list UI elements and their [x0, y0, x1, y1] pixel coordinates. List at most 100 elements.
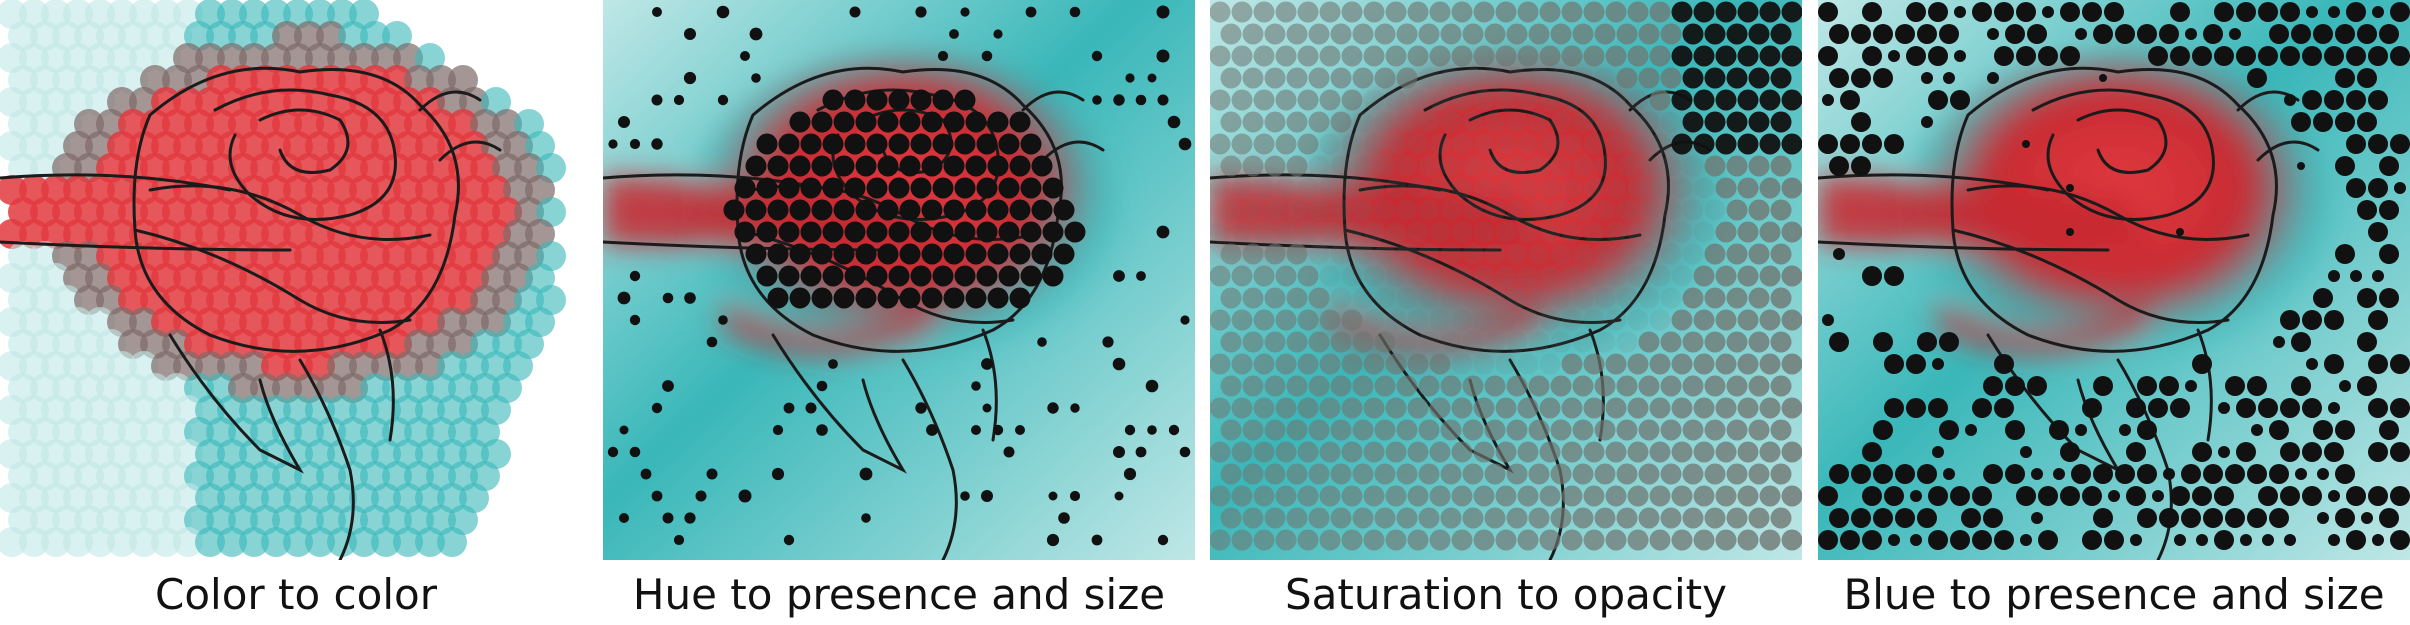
dot [2005, 24, 2025, 44]
dot [987, 287, 1009, 309]
dot [1495, 89, 1517, 111]
dot [718, 315, 728, 325]
dot [1704, 111, 1726, 133]
dot [822, 221, 844, 243]
dot [2236, 398, 2256, 418]
dot [1682, 375, 1704, 397]
dot [1910, 534, 1922, 546]
dot [2346, 134, 2366, 154]
dot [2119, 424, 2131, 436]
dot [1660, 243, 1682, 265]
dot [1374, 155, 1396, 177]
dot [1594, 155, 1616, 177]
dot [932, 177, 954, 199]
dot [1539, 1, 1561, 23]
dot [1605, 1, 1627, 23]
dot [2324, 90, 2344, 110]
dot [1954, 6, 1966, 18]
dot [1737, 221, 1759, 243]
dot [1363, 89, 1385, 111]
dot [1091, 50, 1103, 62]
dot [617, 291, 631, 305]
dot [1231, 397, 1253, 419]
dot [1715, 45, 1737, 67]
dot [1704, 199, 1726, 221]
dot [662, 512, 674, 524]
dot [1429, 133, 1451, 155]
dot [1829, 68, 1849, 88]
dot [778, 221, 800, 243]
dot [1726, 111, 1748, 133]
dot [1550, 375, 1572, 397]
dot [1781, 177, 1802, 199]
dot [2020, 446, 2032, 458]
dot [1939, 24, 1959, 44]
dot [1286, 463, 1308, 485]
dot [1616, 155, 1638, 177]
dot [1671, 45, 1693, 67]
dot [1939, 332, 1959, 352]
dot [1429, 309, 1451, 331]
dot [2185, 380, 2197, 392]
dot [1242, 331, 1264, 353]
dot [2192, 442, 2212, 462]
dot [1770, 419, 1792, 441]
dot [1895, 24, 1915, 44]
sketch-stroke [418, 90, 482, 112]
dot [723, 199, 745, 221]
dot [1341, 177, 1363, 199]
dot [2328, 490, 2340, 502]
dot [915, 402, 927, 414]
dot [1906, 2, 1926, 22]
dot [1550, 419, 1572, 441]
dot [1231, 265, 1253, 287]
dot [1671, 1, 1693, 23]
dot [1704, 331, 1726, 353]
dot [2291, 112, 2311, 132]
dot [1561, 529, 1583, 551]
dot [1726, 155, 1748, 177]
dot [1210, 485, 1231, 507]
dot [1594, 419, 1616, 441]
dot [1113, 446, 1125, 458]
dot [1407, 529, 1429, 551]
sketch-stroke [1210, 240, 1502, 252]
dot [954, 265, 976, 287]
dot [1943, 72, 1955, 84]
dot [1583, 221, 1605, 243]
rose-sketch-icon [0, 66, 502, 560]
dot [2313, 420, 2333, 440]
dot [877, 199, 899, 221]
dot [745, 243, 767, 265]
dot [1726, 419, 1748, 441]
dot [1704, 463, 1726, 485]
dot [1983, 376, 2003, 396]
dot [1167, 115, 1181, 129]
dot [1726, 375, 1748, 397]
dot [2016, 46, 2036, 66]
dot [2066, 228, 2074, 236]
dot [1726, 23, 1748, 45]
sketch-stroke [1210, 173, 1442, 192]
dot [987, 243, 1009, 265]
dot [1638, 375, 1660, 397]
dot [1660, 199, 1682, 221]
dot [1704, 67, 1726, 89]
dot [1693, 221, 1715, 243]
dot [1308, 199, 1330, 221]
dot [2291, 24, 2311, 44]
dot [1242, 375, 1264, 397]
dot [2328, 402, 2340, 414]
dot [2357, 376, 2377, 396]
dot [1517, 529, 1539, 551]
dot [1528, 463, 1550, 485]
dot [1495, 485, 1517, 507]
dot [1682, 419, 1704, 441]
dot [1253, 133, 1275, 155]
dot [888, 221, 910, 243]
dot [899, 199, 921, 221]
dot [1042, 177, 1064, 199]
dot [1851, 68, 1871, 88]
dot [2357, 288, 2377, 308]
dot [1264, 287, 1286, 309]
